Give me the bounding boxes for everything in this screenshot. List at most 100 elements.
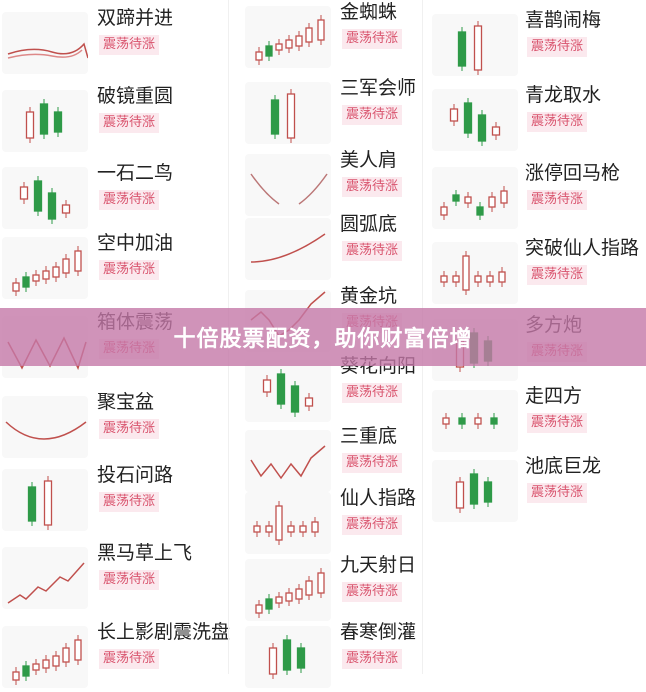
- status-badge: 震荡待涨: [99, 492, 160, 512]
- candlestick-diagram: [5, 421, 87, 440]
- pattern-name[interactable]: 空中加油: [97, 232, 174, 254]
- pattern-line: [7, 42, 89, 59]
- up-candle: [12, 671, 20, 681]
- pattern-name[interactable]: 三重底: [340, 425, 398, 447]
- status-badge: 震荡待涨: [342, 105, 403, 125]
- pattern-name[interactable]: 美人肩: [340, 149, 398, 171]
- pattern-name[interactable]: 投石问路: [97, 464, 174, 486]
- status-badge: 震荡待涨: [342, 582, 403, 602]
- up-candle: [43, 480, 53, 526]
- pattern-line: [250, 233, 326, 263]
- status-badge: 震荡待涨: [99, 260, 160, 280]
- up-candle: [61, 204, 71, 214]
- pattern-thumbnail: [432, 89, 518, 151]
- status-badge: 震荡待涨: [527, 37, 588, 57]
- pattern-line: [7, 336, 87, 371]
- status-badge: 震荡待涨: [342, 29, 403, 49]
- pattern-thumbnail: [432, 390, 518, 452]
- pattern-name[interactable]: 圆弧底: [340, 213, 398, 235]
- up-candle: [42, 659, 50, 669]
- pattern-name[interactable]: 黑马草上飞: [97, 542, 193, 564]
- candlestick-diagram: [268, 635, 306, 679]
- pattern-name[interactable]: 破镜重圆: [97, 85, 174, 107]
- candlestick-diagram: [253, 501, 319, 545]
- up-candle: [299, 525, 307, 533]
- status-badge: 震荡待涨: [99, 570, 160, 590]
- pattern-thumbnail: [245, 360, 331, 422]
- pattern-line: [7, 562, 85, 604]
- pattern-thumbnail: [432, 242, 518, 304]
- pattern-name[interactable]: 黄金坑: [340, 285, 398, 307]
- down-candle: [476, 206, 484, 216]
- up-candle: [440, 275, 448, 283]
- candlestick-diagram: [457, 21, 483, 75]
- status-badge: 震荡待涨: [99, 35, 160, 55]
- pattern-thumbnail: [432, 460, 518, 522]
- down-candle: [39, 103, 49, 135]
- up-candle: [317, 572, 325, 594]
- up-candle: [32, 274, 40, 282]
- up-candle: [455, 481, 465, 509]
- down-candle: [265, 598, 273, 610]
- up-candle: [74, 639, 82, 661]
- pattern-name[interactable]: 青龙取水: [525, 84, 602, 106]
- pattern-thumbnail: [245, 559, 331, 621]
- pattern-name[interactable]: 仙人指路: [340, 487, 417, 509]
- up-candle: [305, 27, 313, 43]
- status-badge: 震荡待涨: [342, 177, 403, 197]
- candlestick-diagram: [250, 173, 328, 205]
- status-badge: 震荡待涨: [527, 265, 588, 285]
- pattern-line: [5, 421, 87, 440]
- up-candle: [474, 417, 482, 425]
- up-candle: [275, 505, 283, 541]
- candlestick-diagram: [7, 336, 87, 371]
- status-badge: 震荡待涨: [527, 190, 588, 210]
- pattern-name[interactable]: 喜鹊闹梅: [525, 9, 602, 31]
- pattern-name[interactable]: 聚宝盆: [97, 391, 155, 413]
- up-candle: [474, 275, 482, 283]
- status-badge: 震荡待涨: [527, 413, 588, 433]
- pattern-thumbnail: [245, 6, 331, 68]
- up-candle: [311, 521, 319, 533]
- candlestick-diagram: [440, 186, 508, 220]
- up-candle: [305, 580, 313, 596]
- pattern-name[interactable]: 突破仙人指路: [525, 237, 640, 259]
- pattern-name[interactable]: 九天射日: [340, 554, 417, 576]
- pattern-name[interactable]: 一石二鸟: [97, 162, 174, 184]
- up-candle: [62, 258, 70, 274]
- pattern-thumbnail: [2, 396, 88, 458]
- up-candle: [253, 525, 261, 533]
- promo-banner[interactable]: 十倍股票配资，助你财富倍增: [0, 308, 646, 366]
- candlestick-diagram: [262, 369, 314, 417]
- up-candle: [275, 43, 283, 51]
- up-candle: [449, 108, 459, 122]
- pattern-name[interactable]: 走四方: [525, 385, 583, 407]
- pattern-name[interactable]: 春寒倒灌: [340, 621, 417, 643]
- pattern-name[interactable]: 三军会师: [340, 77, 417, 99]
- down-candle: [469, 473, 479, 505]
- pattern-name[interactable]: 双蹄并进: [97, 7, 174, 29]
- pattern-name[interactable]: 池底巨龙: [525, 455, 602, 477]
- pattern-name[interactable]: 长上影剧震洗盘: [97, 621, 231, 643]
- pattern-name[interactable]: 金蜘蛛: [340, 1, 398, 23]
- candlestick-diagram: [270, 89, 296, 143]
- up-candle: [42, 270, 50, 280]
- pattern-name[interactable]: 涨停回马枪: [525, 162, 621, 184]
- candlestick-diagram: [12, 635, 82, 685]
- up-candle: [295, 35, 303, 47]
- pattern-thumbnail: [2, 90, 88, 152]
- up-candle: [498, 271, 506, 283]
- down-candle: [53, 111, 63, 133]
- pattern-thumbnail: [2, 626, 88, 688]
- down-candle: [22, 276, 30, 288]
- status-badge: 震荡待涨: [99, 113, 160, 133]
- candlestick-diagram: [19, 176, 71, 224]
- candlestick-diagram: [255, 568, 325, 618]
- status-badge: 震荡待涨: [342, 649, 403, 669]
- up-candle: [255, 604, 263, 614]
- down-candle: [296, 647, 306, 669]
- up-candle: [500, 190, 508, 204]
- pattern-thumbnail: [2, 469, 88, 531]
- up-candle: [491, 126, 501, 136]
- down-candle: [276, 373, 286, 405]
